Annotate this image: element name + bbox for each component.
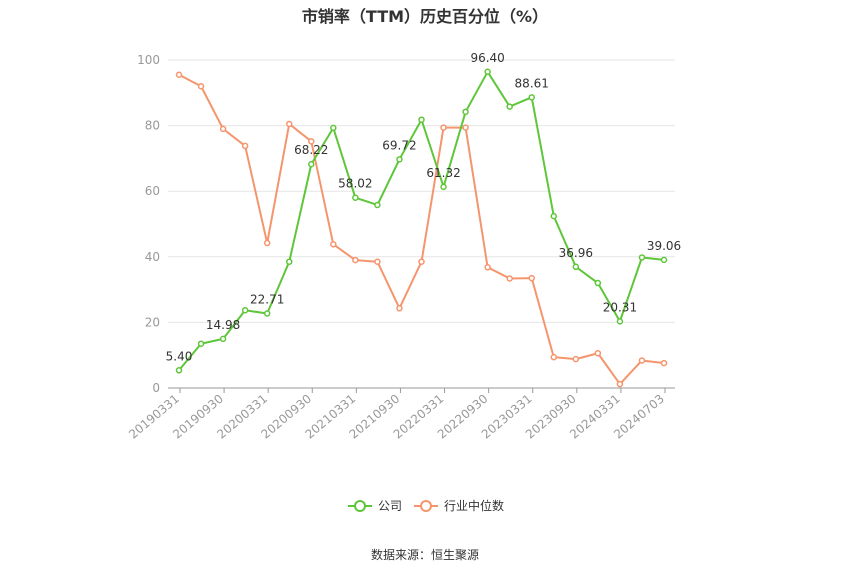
series-0-point-8 xyxy=(352,194,359,201)
series-0-point-6 xyxy=(308,160,315,168)
data-label-2: 14.98 xyxy=(206,318,240,332)
y-tick-label-20: 20 xyxy=(145,315,160,329)
series-1-point-22 xyxy=(660,359,668,367)
series-1-point-14 xyxy=(484,264,491,271)
data-label-12: 61.32 xyxy=(426,166,460,180)
data-label-6: 68.22 xyxy=(294,143,328,157)
series-0-point-9 xyxy=(374,201,381,209)
legend-marker-1 xyxy=(420,500,432,512)
series-0-point-1 xyxy=(197,340,205,347)
data-label-16: 88.61 xyxy=(515,76,549,90)
series-0-point-7 xyxy=(330,124,337,132)
series-0-point-11 xyxy=(418,116,425,123)
data-label-22: 39.06 xyxy=(647,239,681,253)
series-0-point-4 xyxy=(263,310,271,317)
series-1-point-19 xyxy=(594,349,602,357)
series-1-point-16 xyxy=(528,274,535,282)
data-label-4: 22.71 xyxy=(250,293,284,307)
legend-marker-0 xyxy=(354,500,366,512)
series-1-point-2 xyxy=(219,125,227,133)
data-source-note: 数据来源：恒生聚源 xyxy=(370,548,479,562)
series-0-point-20 xyxy=(616,318,624,325)
series-0-point-15 xyxy=(506,103,513,110)
legend-label-1: 行业中位数 xyxy=(444,498,504,513)
series-0-point-18 xyxy=(572,263,580,271)
data-labels: 5.40 14.98 22.71 68.22 58.02 69.72 61.32 96.40 8… xyxy=(166,51,682,363)
y-tick-label-80: 80 xyxy=(145,119,160,133)
series-0-point-3 xyxy=(241,307,249,314)
series-0-point-14 xyxy=(484,68,491,76)
chart-title: 市销率（TTM）历史百分位（%） xyxy=(301,7,549,26)
data-label-18: 36.96 xyxy=(559,246,593,260)
series-1-point-1 xyxy=(197,82,205,90)
legend: 公司 行业中位数 xyxy=(348,498,504,513)
y-tick-label-100: 100 xyxy=(137,53,160,67)
series-1-point-18 xyxy=(572,355,580,363)
series-0-point-2 xyxy=(219,335,227,343)
series-0-point-12 xyxy=(440,183,447,191)
series-0-point-5 xyxy=(285,258,293,265)
data-label-8: 58.02 xyxy=(338,177,372,191)
series-1-point-15 xyxy=(506,275,513,282)
series-1-point-6 xyxy=(308,138,315,145)
series-1-point-7 xyxy=(330,241,337,248)
y-tick-label-60: 60 xyxy=(145,184,160,198)
series-1-point-20 xyxy=(616,380,624,388)
series-1-point-13 xyxy=(462,124,469,131)
series-1-point-10 xyxy=(396,305,403,312)
series-1-point-3 xyxy=(241,142,249,150)
series-1-point-0 xyxy=(175,71,183,79)
series-1-point-4 xyxy=(263,239,271,247)
data-label-10: 69.72 xyxy=(382,138,416,152)
series-0-point-10 xyxy=(396,156,403,163)
series-0-point-13 xyxy=(462,108,469,116)
data-label-0: 5.40 xyxy=(166,349,193,363)
series-1-point-9 xyxy=(374,258,381,265)
y-tick-label-40: 40 xyxy=(145,250,160,264)
series-0-point-17 xyxy=(550,212,558,220)
series-1-point-5 xyxy=(285,120,293,128)
series-0-point-22 xyxy=(660,256,668,264)
series-1-point-21 xyxy=(638,357,646,364)
data-label-20: 20.31 xyxy=(603,300,637,314)
series-1-point-11 xyxy=(418,258,425,265)
series-0-point-21 xyxy=(638,254,646,261)
series-0-point-19 xyxy=(594,279,602,287)
series-1-point-12 xyxy=(440,124,447,131)
data-label-14: 96.40 xyxy=(470,51,504,65)
series xyxy=(175,68,668,388)
y-tick-label-0: 0 xyxy=(152,381,160,395)
legend-label-0: 公司 xyxy=(378,499,402,513)
series-0-point-16 xyxy=(528,94,535,101)
series-0-point-0 xyxy=(175,367,183,374)
series-1-point-17 xyxy=(550,353,558,361)
series-1-point-8 xyxy=(352,256,359,264)
